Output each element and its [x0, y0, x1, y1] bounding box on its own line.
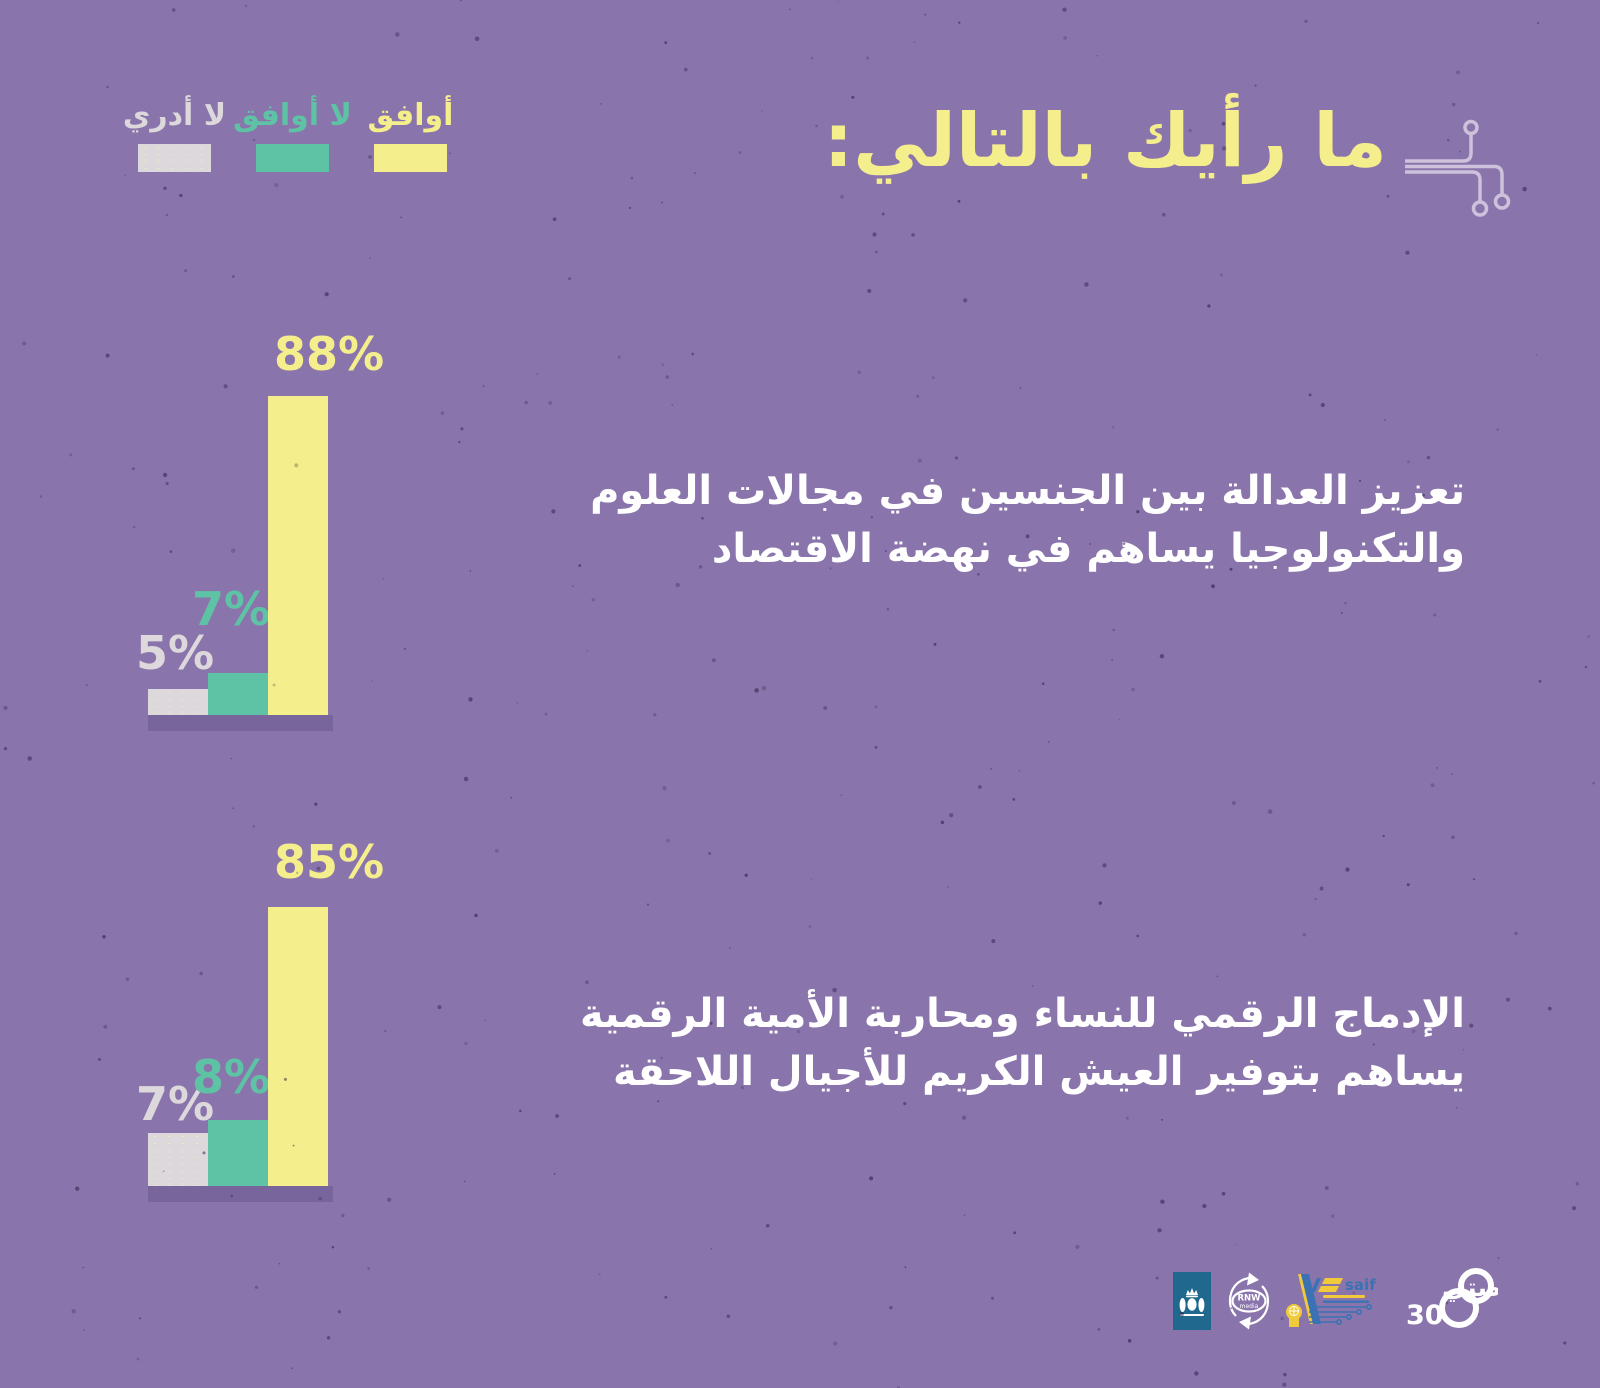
bar-value: 7%: [192, 582, 271, 637]
legend-item-dont-know: لا أدري: [123, 98, 226, 172]
legend-item-disagree: لا أوافق: [233, 98, 352, 172]
circuit-icon: [1405, 119, 1511, 217]
cycle-arrows-icon: [1228, 1272, 1270, 1330]
legend-swatch-disagree: [256, 144, 329, 172]
legend-label-disagree: لا أوافق: [233, 98, 352, 133]
rnw-media-logo: RNW media: [1228, 1272, 1270, 1330]
interlocked-circles-icon: [1439, 1268, 1494, 1328]
statement-1: تعزيز العدالة بين الجنسين في مجالات العل…: [590, 462, 1465, 578]
legend-swatch-dont-know: [138, 144, 211, 172]
legend-label-agree: أوافق: [367, 98, 454, 133]
saif-e-stripes-icon: [1311, 1278, 1343, 1292]
rnw-wordmark: RNW: [1237, 1294, 1261, 1304]
statement-2-line-1: الإدماج الرقمي للنساء ومحاربة الأمية الر…: [579, 991, 1465, 1037]
legend-label-dont-know: لا أدري: [122, 98, 227, 133]
bar-value: 85%: [274, 835, 385, 890]
bar: [148, 689, 208, 715]
statement-2: الإدماج الرقمي للنساء ومحاربة الأمية الر…: [580, 985, 1465, 1101]
bar: [268, 396, 328, 715]
legend: أوافق لا أوافق لا أدري: [123, 98, 453, 172]
saif-logo: saif: [1286, 1274, 1376, 1327]
saif-head-icon: [1286, 1304, 1302, 1327]
manassati-30-logo: منصتي 30: [1406, 1268, 1498, 1331]
manassati-wordmark: منصتي: [1442, 1273, 1498, 1302]
saif-tagline-blue: [1323, 1300, 1369, 1303]
bar: [208, 673, 268, 715]
netherlands-government-logo: [1173, 1272, 1211, 1330]
saif-tagline-yellow: [1323, 1295, 1365, 1298]
bar: [208, 1120, 268, 1186]
saif-wordmark: saif: [1345, 1276, 1376, 1294]
legend-item-agree: أوافق: [368, 98, 453, 172]
saif-circuit-lines-icon: [1309, 1303, 1373, 1325]
manassati-number: 30: [1406, 1300, 1444, 1331]
bar-value: 7%: [136, 1077, 215, 1132]
statement-1-line-2: والتكنولوجيا يساهم في نهضة الاقتصاد: [711, 526, 1465, 572]
bar: [268, 907, 328, 1186]
bar-chart-1: 5% 7% 88%: [136, 291, 385, 731]
bar-value: 5%: [136, 626, 215, 681]
bar-value: 88%: [274, 327, 385, 382]
statement-1-line-1: تعزيز العدالة بين الجنسين في مجالات العل…: [590, 468, 1465, 514]
rnw-media-word: media: [1240, 1303, 1259, 1310]
bar-value: 8%: [192, 1050, 271, 1105]
bar: [148, 1133, 208, 1186]
chart-baseline: [148, 1186, 333, 1202]
chart-baseline: [148, 715, 333, 731]
bar-chart-2: 7% 8% 85%: [136, 762, 385, 1202]
legend-swatch-agree: [374, 144, 447, 172]
statement-2-line-2: يساهم بتوفير العيش الكريم للأجيال اللاحق…: [613, 1049, 1465, 1095]
coat-of-arms-icon: [1179, 1288, 1205, 1316]
page-title: ما رأيك بالتالي:: [823, 98, 1387, 184]
